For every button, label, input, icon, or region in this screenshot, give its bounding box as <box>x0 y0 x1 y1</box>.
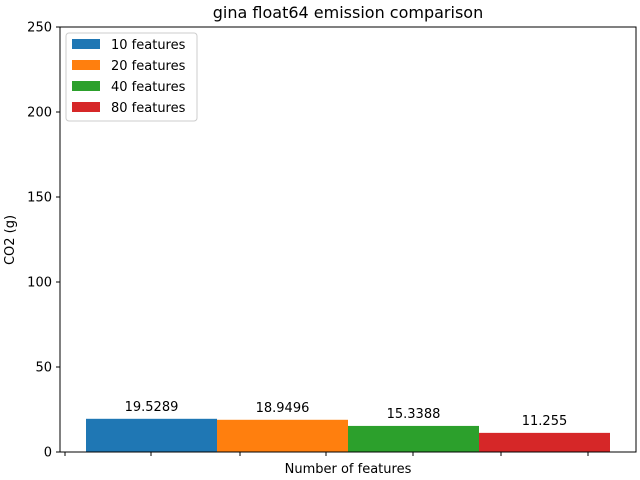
legend: 10 features 20 features 40 features 80 feat… <box>65 32 198 122</box>
y-axis-label: CO2 (g) <box>3 215 18 265</box>
y-tick-label: 100 <box>27 276 52 291</box>
legend-label: 20 features <box>111 59 186 74</box>
bar-value-label: 11.255 <box>522 414 568 429</box>
y-tick-label: 0 <box>44 446 52 461</box>
bars-group <box>86 418 610 452</box>
legend-swatch <box>72 60 100 70</box>
bar-20-features <box>217 419 348 452</box>
x-axis-label: Number of features <box>285 462 412 477</box>
legend-swatch <box>72 102 100 112</box>
bar-value-label: 19.5289 <box>125 400 179 415</box>
y-tick-label: 250 <box>27 21 52 36</box>
bar-10-features <box>86 418 217 452</box>
y-tick-label: 150 <box>27 191 52 206</box>
legend-label: 10 features <box>111 38 186 53</box>
legend-swatch <box>72 81 100 91</box>
legend-frame <box>65 32 198 122</box>
legend-label: 40 features <box>111 80 186 95</box>
bar-80-features <box>479 432 610 452</box>
chart-title: gina float64 emission comparison <box>213 3 483 22</box>
plot-frame <box>59 26 637 453</box>
y-tick-label: 50 <box>35 361 52 376</box>
y-axis-ticks: 0 50 100 150 200 250 <box>27 21 60 461</box>
bar-value-label: 15.3388 <box>387 407 441 422</box>
legend-label: 80 features <box>111 101 186 116</box>
y-tick-label: 200 <box>27 106 52 121</box>
bar-labels-group: 19.5289 18.9496 15.3388 11.255 <box>125 400 568 429</box>
bar-value-label: 18.9496 <box>256 401 310 416</box>
bar-40-features <box>348 425 479 452</box>
x-axis-ticks <box>64 452 589 456</box>
legend-swatch <box>72 39 100 49</box>
